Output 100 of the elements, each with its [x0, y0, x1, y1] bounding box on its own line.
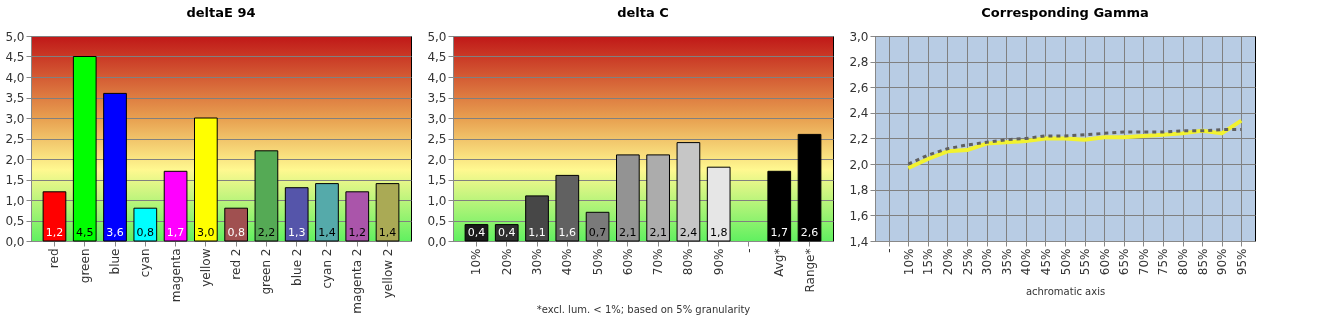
y-tick-label: 1,6	[849, 208, 869, 223]
x-tick-label: magenta 2	[350, 248, 365, 314]
data-label: 0,7	[588, 226, 607, 239]
data-label: 1,7	[770, 226, 789, 239]
y-tick-label: 0,0	[427, 234, 447, 249]
x-tick-label: yellow 2	[380, 248, 395, 299]
data-label: 2,1	[649, 226, 667, 239]
x-tick-label: 55%	[1078, 248, 1093, 276]
y-tick-label: 2,0	[5, 152, 25, 167]
y-tick-label: 2,0	[849, 157, 869, 172]
line-series	[906, 128, 1243, 166]
x-axis-title: achromatic axis	[1025, 286, 1106, 298]
x-tick-label: 50%	[1058, 248, 1073, 276]
x-tick-label: 40%	[560, 248, 575, 276]
y-tick-label: 2,6	[849, 80, 869, 95]
x-tick-label: 30%	[530, 248, 545, 276]
x-tick-label: cyan	[138, 248, 153, 278]
x-tick-label: 90%	[1215, 248, 1230, 276]
x-tick-label: -	[882, 248, 897, 253]
x-tick-label: green 2	[259, 248, 274, 295]
data-label: 2,6	[800, 226, 819, 239]
x-tick-label: 20%	[940, 248, 955, 276]
data-label: 1,1	[528, 226, 546, 239]
data-label: 0,4	[498, 226, 516, 239]
y-tick-label: 2,0	[427, 152, 447, 167]
x-tick-label: yellow	[198, 248, 213, 287]
y-tick-label: 3,5	[427, 91, 447, 105]
x-tick-label: 10%	[469, 248, 484, 276]
data-label: 0,8	[227, 226, 245, 239]
y-tick-label: 1,5	[5, 173, 25, 187]
x-tick-label: 60%	[620, 248, 635, 276]
y-tick-label: 1,4	[849, 234, 869, 249]
x-tick-label: 85%	[1195, 248, 1210, 276]
x-tick-label: cyan 2	[319, 248, 334, 289]
y-tick-label: 5,0	[427, 29, 447, 44]
data-label: 1,2	[348, 226, 366, 239]
y-tick-label: 3,5	[5, 91, 25, 105]
y-tick-label: 3,0	[849, 29, 869, 44]
y-tick-label: 0,5	[427, 214, 447, 228]
line-series	[906, 118, 1244, 170]
x-tick-label: 65%	[1117, 248, 1132, 276]
data-label: 1,6	[558, 226, 577, 239]
y-tick-label: 2,5	[5, 132, 25, 146]
y-tick-label: 3,0	[5, 111, 25, 126]
x-tick-label: red 2	[229, 248, 244, 280]
y-tick-label: 2,5	[427, 132, 447, 146]
x-tick-label: 45%	[1038, 248, 1053, 276]
x-tick-label: Range*	[802, 248, 817, 293]
x-tick-label: 20%	[499, 248, 514, 276]
x-tick-label: blue 2	[289, 248, 304, 286]
y-tick-label: 2,8	[849, 55, 869, 70]
data-label: 0,4	[467, 226, 486, 239]
data-label: 1,7	[166, 226, 185, 239]
y-tick-label: 1,0	[427, 193, 447, 208]
x-tick-label: 30%	[980, 248, 995, 276]
x-tick-label: 75%	[1156, 248, 1171, 276]
x-tick-label: 70%	[1136, 248, 1151, 276]
y-tick-label: 2,4	[849, 106, 869, 121]
x-tick-label: 15%	[921, 248, 936, 276]
x-tick-label: 35%	[999, 248, 1014, 276]
x-tick-label: red	[47, 248, 62, 269]
data-label: 4,5	[76, 226, 94, 239]
x-tick-label: magenta	[168, 248, 183, 303]
x-tick-label: 80%	[681, 248, 696, 276]
y-tick-label: 0,0	[5, 234, 25, 249]
y-tick-label: 4,5	[5, 50, 25, 64]
data-label: 1,4	[378, 226, 397, 239]
data-label: 2,1	[619, 226, 637, 239]
y-tick-label: 4,0	[5, 70, 25, 85]
data-label: 1,4	[318, 226, 336, 239]
x-tick-label: -	[741, 248, 756, 253]
x-tick-label: 90%	[711, 248, 726, 276]
y-tick-label: 1,5	[427, 173, 447, 187]
x-tick-label: 95%	[1234, 248, 1249, 276]
data-label: 1,8	[709, 226, 728, 239]
text: *excl. lum. < 1%; based on 5% granularity	[536, 303, 751, 315]
x-tick-label: Avg*	[772, 248, 787, 277]
x-tick-label: blue	[108, 248, 123, 275]
x-tick-label: 60%	[1097, 248, 1112, 276]
data-label: 3,0	[197, 226, 215, 239]
data-label: 0,8	[136, 226, 155, 239]
data-label: 2,2	[257, 226, 276, 239]
x-tick-label: 25%	[960, 248, 975, 276]
y-tick-label: 5,0	[5, 29, 25, 44]
y-tick-label: 3,0	[427, 111, 447, 126]
data-label: 1,3	[287, 226, 306, 239]
data-label: 2,4	[679, 226, 698, 239]
data-label: 1,2	[45, 226, 64, 239]
x-tick-label: 70%	[651, 248, 666, 276]
y-tick-label: 4,0	[427, 70, 447, 85]
y-tick-label: 2,2	[849, 132, 869, 146]
x-tick-label: 10%	[901, 248, 916, 276]
y-tick-label: 4,5	[427, 50, 447, 64]
x-tick-label: 40%	[1019, 248, 1034, 276]
x-tick-label: 50%	[590, 248, 605, 276]
chart-title: Corresponding Gamma	[981, 5, 1149, 20]
y-tick-label: 0,5	[5, 214, 25, 228]
data-label: 3,6	[106, 226, 124, 239]
y-tick-label: 1,0	[5, 193, 25, 208]
x-tick-label: 80%	[1176, 248, 1191, 276]
